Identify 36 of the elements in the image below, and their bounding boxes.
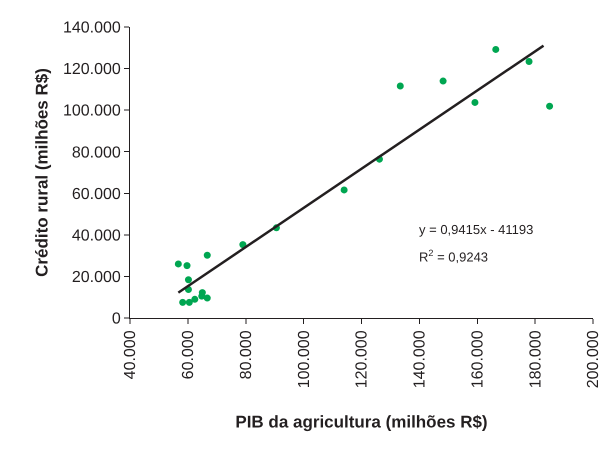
point [340,186,348,194]
y-tick-label: 40.000 [72,227,121,244]
x-tick-label: 180.000 [527,330,544,388]
point [186,298,193,306]
y-tick-label: 100.000 [62,102,121,120]
point [204,294,211,302]
y-tick-label: 60.000 [72,186,121,203]
point [471,98,478,106]
y-axis-title: Crédito rural (milhões R$) [32,68,52,277]
y-tick-label: 140.000 [62,20,121,37]
point [396,82,404,90]
point [526,58,533,65]
x-tick-label: 60.000 [180,330,198,380]
point [440,78,447,85]
point [492,46,500,53]
point [546,102,554,110]
annotation: y = 0,9415x - 41193 [419,222,534,237]
x-tick-label: 140.000 [412,330,429,388]
x-tick-label: 200.000 [585,330,602,388]
y-tick-label: 120.000 [62,61,121,78]
x-axis-title: PIB da agricultura (milhões R$) [235,412,488,432]
point [174,260,182,268]
y-tick-label: 80.000 [72,144,121,162]
point [179,298,186,306]
x-tick-label: 80.000 [238,330,255,380]
y-tick-label: 0 [112,310,121,328]
point [198,292,206,300]
annotation: R$^{2}$ = 0,9243 [419,248,488,264]
y-tick-label: 20.000 [72,269,121,286]
x-tick-label: 100.000 [296,330,313,388]
point [191,296,198,303]
point [184,262,191,270]
x-tick-label: 160.000 [469,330,486,388]
x-tick-label: 120.000 [354,330,371,388]
point [184,276,192,284]
point [204,252,211,259]
